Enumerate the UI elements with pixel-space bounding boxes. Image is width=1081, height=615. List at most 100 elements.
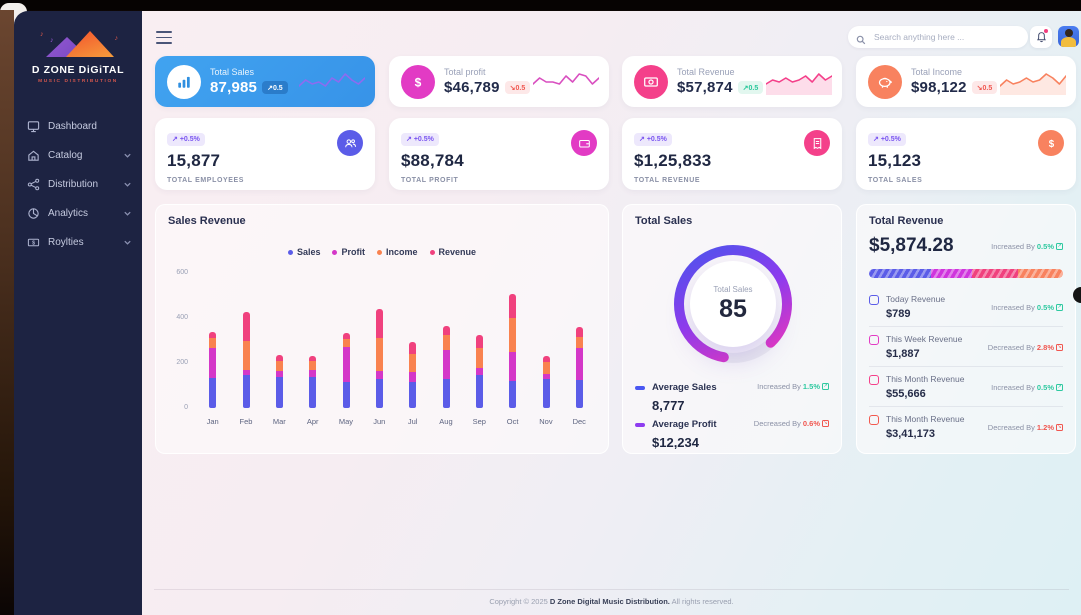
- x-tick-label: Mar: [272, 417, 286, 426]
- revenue-breakdown-list: Today Revenue $789 Increased By 0.5% ↗ Th…: [869, 287, 1063, 446]
- footer-divider: [154, 589, 1069, 590]
- user-avatar[interactable]: [1058, 26, 1079, 47]
- brand-name: D ZONE DiGiTAL: [31, 64, 125, 76]
- search-input[interactable]: [848, 26, 1028, 48]
- brand-logo: ♪ ♪ ♪ D ZONE DiGiTAL MUSIC DISTRIBUTION: [14, 29, 142, 84]
- bar-jan: [209, 331, 217, 408]
- trend-icon: ↗: [1056, 242, 1063, 250]
- chart-legend: Sales Profit Income Revenue: [156, 247, 608, 257]
- bar-mar: [275, 355, 283, 408]
- svg-text:$: $: [1048, 139, 1054, 150]
- bar-chart-icon: [167, 64, 201, 99]
- kpi-value: $88,784: [401, 151, 464, 170]
- wallet-icon: [571, 130, 597, 156]
- bar-nov: [542, 356, 550, 408]
- kpi-card: ↗ +0.5% 15,877 TOTAL EMPLOYEES: [155, 118, 375, 190]
- bar-jun: [375, 309, 383, 408]
- x-tick-label: Oct: [506, 417, 519, 426]
- x-tick-label: Jun: [373, 417, 386, 426]
- revenue-row-label: This Month Revenue: [886, 374, 965, 384]
- menu-icon[interactable]: [156, 31, 172, 44]
- sidebar-item-catalog[interactable]: Catalog: [14, 141, 142, 170]
- royalties-icon: $: [27, 236, 40, 249]
- dashboard-icon: [27, 120, 40, 133]
- panel-title: Total Sales: [635, 215, 693, 227]
- stacked-bar-chart: [196, 273, 596, 408]
- distribution-icon: [27, 178, 40, 191]
- revenue-row-icon: [869, 415, 879, 425]
- stat-dash-icon: [635, 423, 645, 427]
- legend-dot: [376, 249, 382, 255]
- revenue-row-value: $1,887: [886, 348, 920, 360]
- panel-title: Total Revenue: [869, 215, 944, 227]
- kpi-card: Total Income $98,122 ↘0.5: [856, 56, 1076, 107]
- kpi-value: $1,25,833: [634, 151, 712, 170]
- bell-icon: [1036, 32, 1046, 43]
- trend-icon: ↗: [822, 382, 829, 390]
- piggy-icon: [868, 64, 902, 99]
- revenue-row-label: Today Revenue: [886, 294, 946, 304]
- legend-dot: [429, 249, 435, 255]
- users-icon: [337, 130, 363, 156]
- chart-x-axis: Jan Feb Mar Apr May Jun Jul Aug Sep Oct Nov Dec: [196, 417, 596, 426]
- revenue-row: Today Revenue $789 Increased By 0.5% ↗: [869, 287, 1063, 326]
- brand-tagline: MUSIC DISTRIBUTION: [38, 79, 118, 84]
- x-tick-label: Feb: [239, 417, 253, 426]
- revenue-row-value: $55,666: [886, 388, 926, 400]
- trend-badge: ↗ +0.5%: [167, 132, 205, 146]
- kpi-card: ↗ +0.5% 15,123 TOTAL SALES $: [856, 118, 1076, 190]
- gauge-stat-item: Average Profit Decreased By 0.6% ↘ $12,23…: [635, 414, 829, 450]
- trend-icon: ↘: [822, 419, 829, 427]
- kpi-value: $98,122: [911, 79, 967, 96]
- sidebar-item-analytics[interactable]: Analytics: [14, 199, 142, 228]
- legend-dot: [332, 249, 338, 255]
- revenue-row: This Week Revenue $1,887 Decreased By 2.…: [869, 326, 1063, 366]
- sales-revenue-panel: Sales Revenue Sales Profit Income Revenu…: [155, 204, 609, 454]
- x-tick-label: Jan: [206, 417, 219, 426]
- legend-item: Income: [376, 247, 418, 257]
- x-tick-label: Jul: [407, 417, 418, 426]
- gauge-center-label: Total Sales: [713, 284, 753, 294]
- sparkline-chart: [1000, 72, 1066, 95]
- y-tick-label: 0: [184, 404, 188, 411]
- bar-sep: [475, 334, 483, 408]
- chart-y-axis: 0 200 400 600: [164, 267, 188, 411]
- trend-badge: ↘0.5: [504, 81, 531, 94]
- screen-left-edge: [0, 10, 14, 615]
- mountain-logo-icon: ♪ ♪ ♪: [40, 29, 118, 57]
- dollar-icon: $: [401, 64, 435, 99]
- kpi-label: TOTAL EMPLOYEES: [167, 177, 245, 184]
- panel-title: Sales Revenue: [168, 215, 246, 227]
- progress-segment: [1018, 269, 1063, 278]
- revenue-row-label: This Week Revenue: [886, 334, 963, 344]
- trend-icon: ↘: [1056, 423, 1063, 431]
- sidebar-item-roylties[interactable]: $ Roylties: [14, 228, 142, 257]
- kpi-label: Total Sales: [210, 67, 255, 77]
- kpi-label: Total profit: [444, 67, 486, 77]
- trend-badge: ↗0.5: [262, 81, 288, 94]
- kpi-label: TOTAL SALES: [868, 177, 923, 184]
- chevron-down-icon: [123, 151, 132, 160]
- sidebar-nav: Dashboard Catalog Distribution Analytics…: [14, 112, 142, 257]
- trend-badge: ↗0.5: [737, 81, 764, 94]
- legend-item: Revenue: [429, 247, 476, 257]
- trend-icon: ↘: [1056, 343, 1063, 351]
- kpi-label: Total Revenue: [677, 67, 735, 77]
- progress-segment: [869, 269, 932, 278]
- banknote-icon: [634, 64, 668, 99]
- catalog-icon: [27, 149, 40, 162]
- gauge-center: Total Sales 85: [690, 261, 776, 347]
- x-tick-label: May: [338, 417, 354, 426]
- kpi-value: $46,789: [444, 79, 500, 96]
- sales-gauge-chart: Total Sales 85: [668, 239, 798, 369]
- notifications-button[interactable]: [1030, 26, 1052, 48]
- edge-widget-handle[interactable]: [1073, 287, 1081, 303]
- kpi-card: ↗ +0.5% $88,784 TOTAL PROFIT: [389, 118, 609, 190]
- legend-dot: [287, 249, 293, 255]
- sparkline-chart: [766, 72, 832, 95]
- revenue-total-value: $5,874.28: [869, 235, 954, 256]
- sparkline-chart: [533, 72, 599, 85]
- sidebar-item-dashboard[interactable]: Dashboard: [14, 112, 142, 141]
- sidebar-item-distribution[interactable]: Distribution: [14, 170, 142, 199]
- stat-value: $12,234: [652, 435, 699, 450]
